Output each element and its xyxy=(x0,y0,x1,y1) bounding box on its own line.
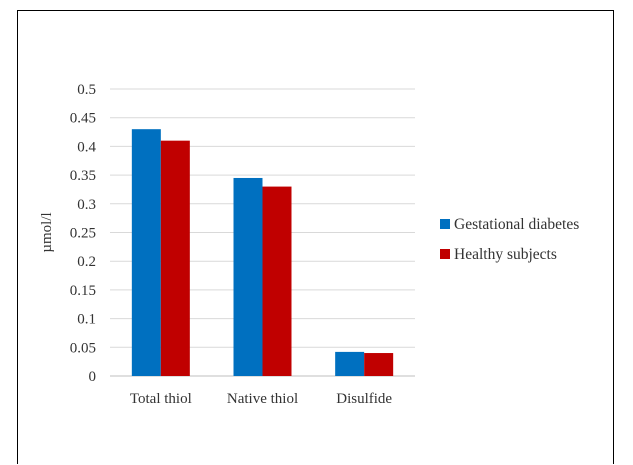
x-tick-label: Disulfide xyxy=(336,391,392,407)
y-tick-label: 0 xyxy=(89,369,97,385)
legend-swatch xyxy=(440,249,450,259)
legend-label: Healthy subjects xyxy=(454,246,557,263)
y-tick-label: 0.3 xyxy=(77,197,96,213)
x-tick-label: Native thiol xyxy=(227,391,298,407)
y-tick-label: 0.25 xyxy=(70,226,96,242)
y-tick-label: 0.1 xyxy=(77,312,96,328)
bar-gestational-2 xyxy=(335,351,365,376)
y-tick-label: 0.4 xyxy=(77,139,96,155)
y-axis-tick-labels: 0 0.05 0.1 0.15 0.2 0.25 0.3 0.35 0.4 0.45 0.5 xyxy=(70,82,97,385)
bar-healthy-0 xyxy=(160,140,190,376)
legend-label: Gestational diabetes xyxy=(454,216,579,233)
x-tick-label: Total thiol xyxy=(130,391,192,407)
y-tick-label: 0.5 xyxy=(77,82,96,98)
bars xyxy=(131,129,394,376)
y-tick-label: 0.05 xyxy=(70,340,96,356)
y-tick-label: 0.35 xyxy=(70,168,96,184)
bar-healthy-2 xyxy=(364,353,394,376)
legend-swatch xyxy=(440,219,450,229)
y-tick-label: 0.15 xyxy=(70,283,96,299)
chart-frame xyxy=(17,10,614,464)
legend: Gestational diabetes Healthy subjects xyxy=(440,216,579,263)
x-axis-tick-labels: Total thiol Native thiol Disulfide xyxy=(130,391,393,407)
y-tick-label: 0.45 xyxy=(70,111,96,127)
y-axis-title: µmol/l xyxy=(39,212,55,252)
bar-gestational-0 xyxy=(131,129,161,376)
bar-healthy-1 xyxy=(262,186,292,376)
y-tick-label: 0.2 xyxy=(77,254,96,270)
bar-gestational-1 xyxy=(233,177,263,376)
